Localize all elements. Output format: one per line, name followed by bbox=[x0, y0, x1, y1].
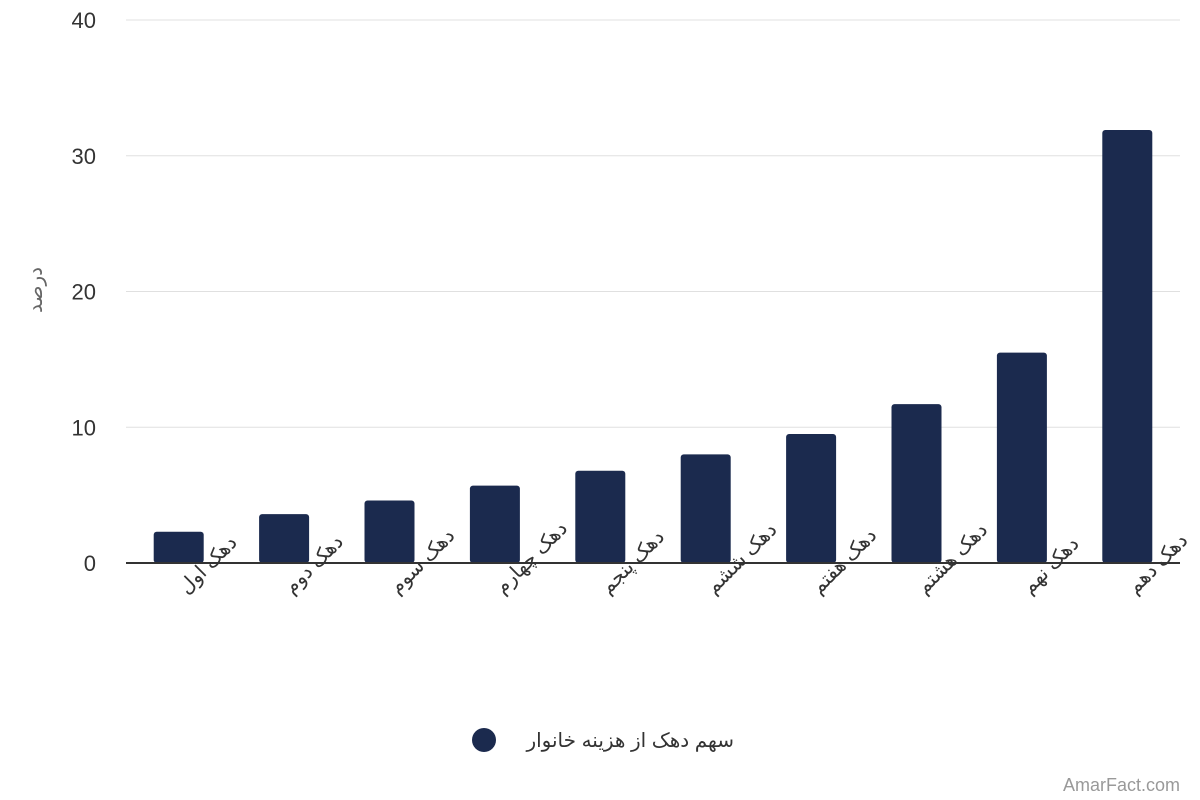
bar[interactable] bbox=[469, 485, 520, 563]
bars bbox=[153, 129, 1153, 563]
bar[interactable] bbox=[891, 404, 942, 563]
legend-swatch bbox=[472, 728, 496, 752]
bar[interactable] bbox=[575, 470, 626, 563]
y-tick-label: 40 bbox=[72, 8, 96, 33]
bar[interactable] bbox=[680, 454, 731, 563]
legend-label: سهم دهک از هزینه خانوار bbox=[525, 730, 734, 752]
y-tick-label: 20 bbox=[72, 280, 96, 305]
y-tick-label: 0 bbox=[84, 551, 96, 576]
watermark: AmarFact.com bbox=[1063, 775, 1180, 795]
legend[interactable]: سهم دهک از هزینه خانوار bbox=[472, 728, 734, 752]
bar[interactable] bbox=[996, 352, 1047, 563]
bar[interactable] bbox=[259, 514, 310, 563]
bar[interactable] bbox=[364, 500, 415, 563]
bar[interactable] bbox=[153, 531, 204, 563]
bar[interactable] bbox=[1102, 129, 1153, 563]
y-axis-title: درصد bbox=[25, 267, 47, 313]
bar[interactable] bbox=[786, 434, 837, 563]
y-tick-label: 30 bbox=[72, 144, 96, 169]
y-tick-label: 10 bbox=[72, 415, 96, 440]
y-axis-ticks: 0 10 20 30 40 bbox=[72, 8, 96, 576]
